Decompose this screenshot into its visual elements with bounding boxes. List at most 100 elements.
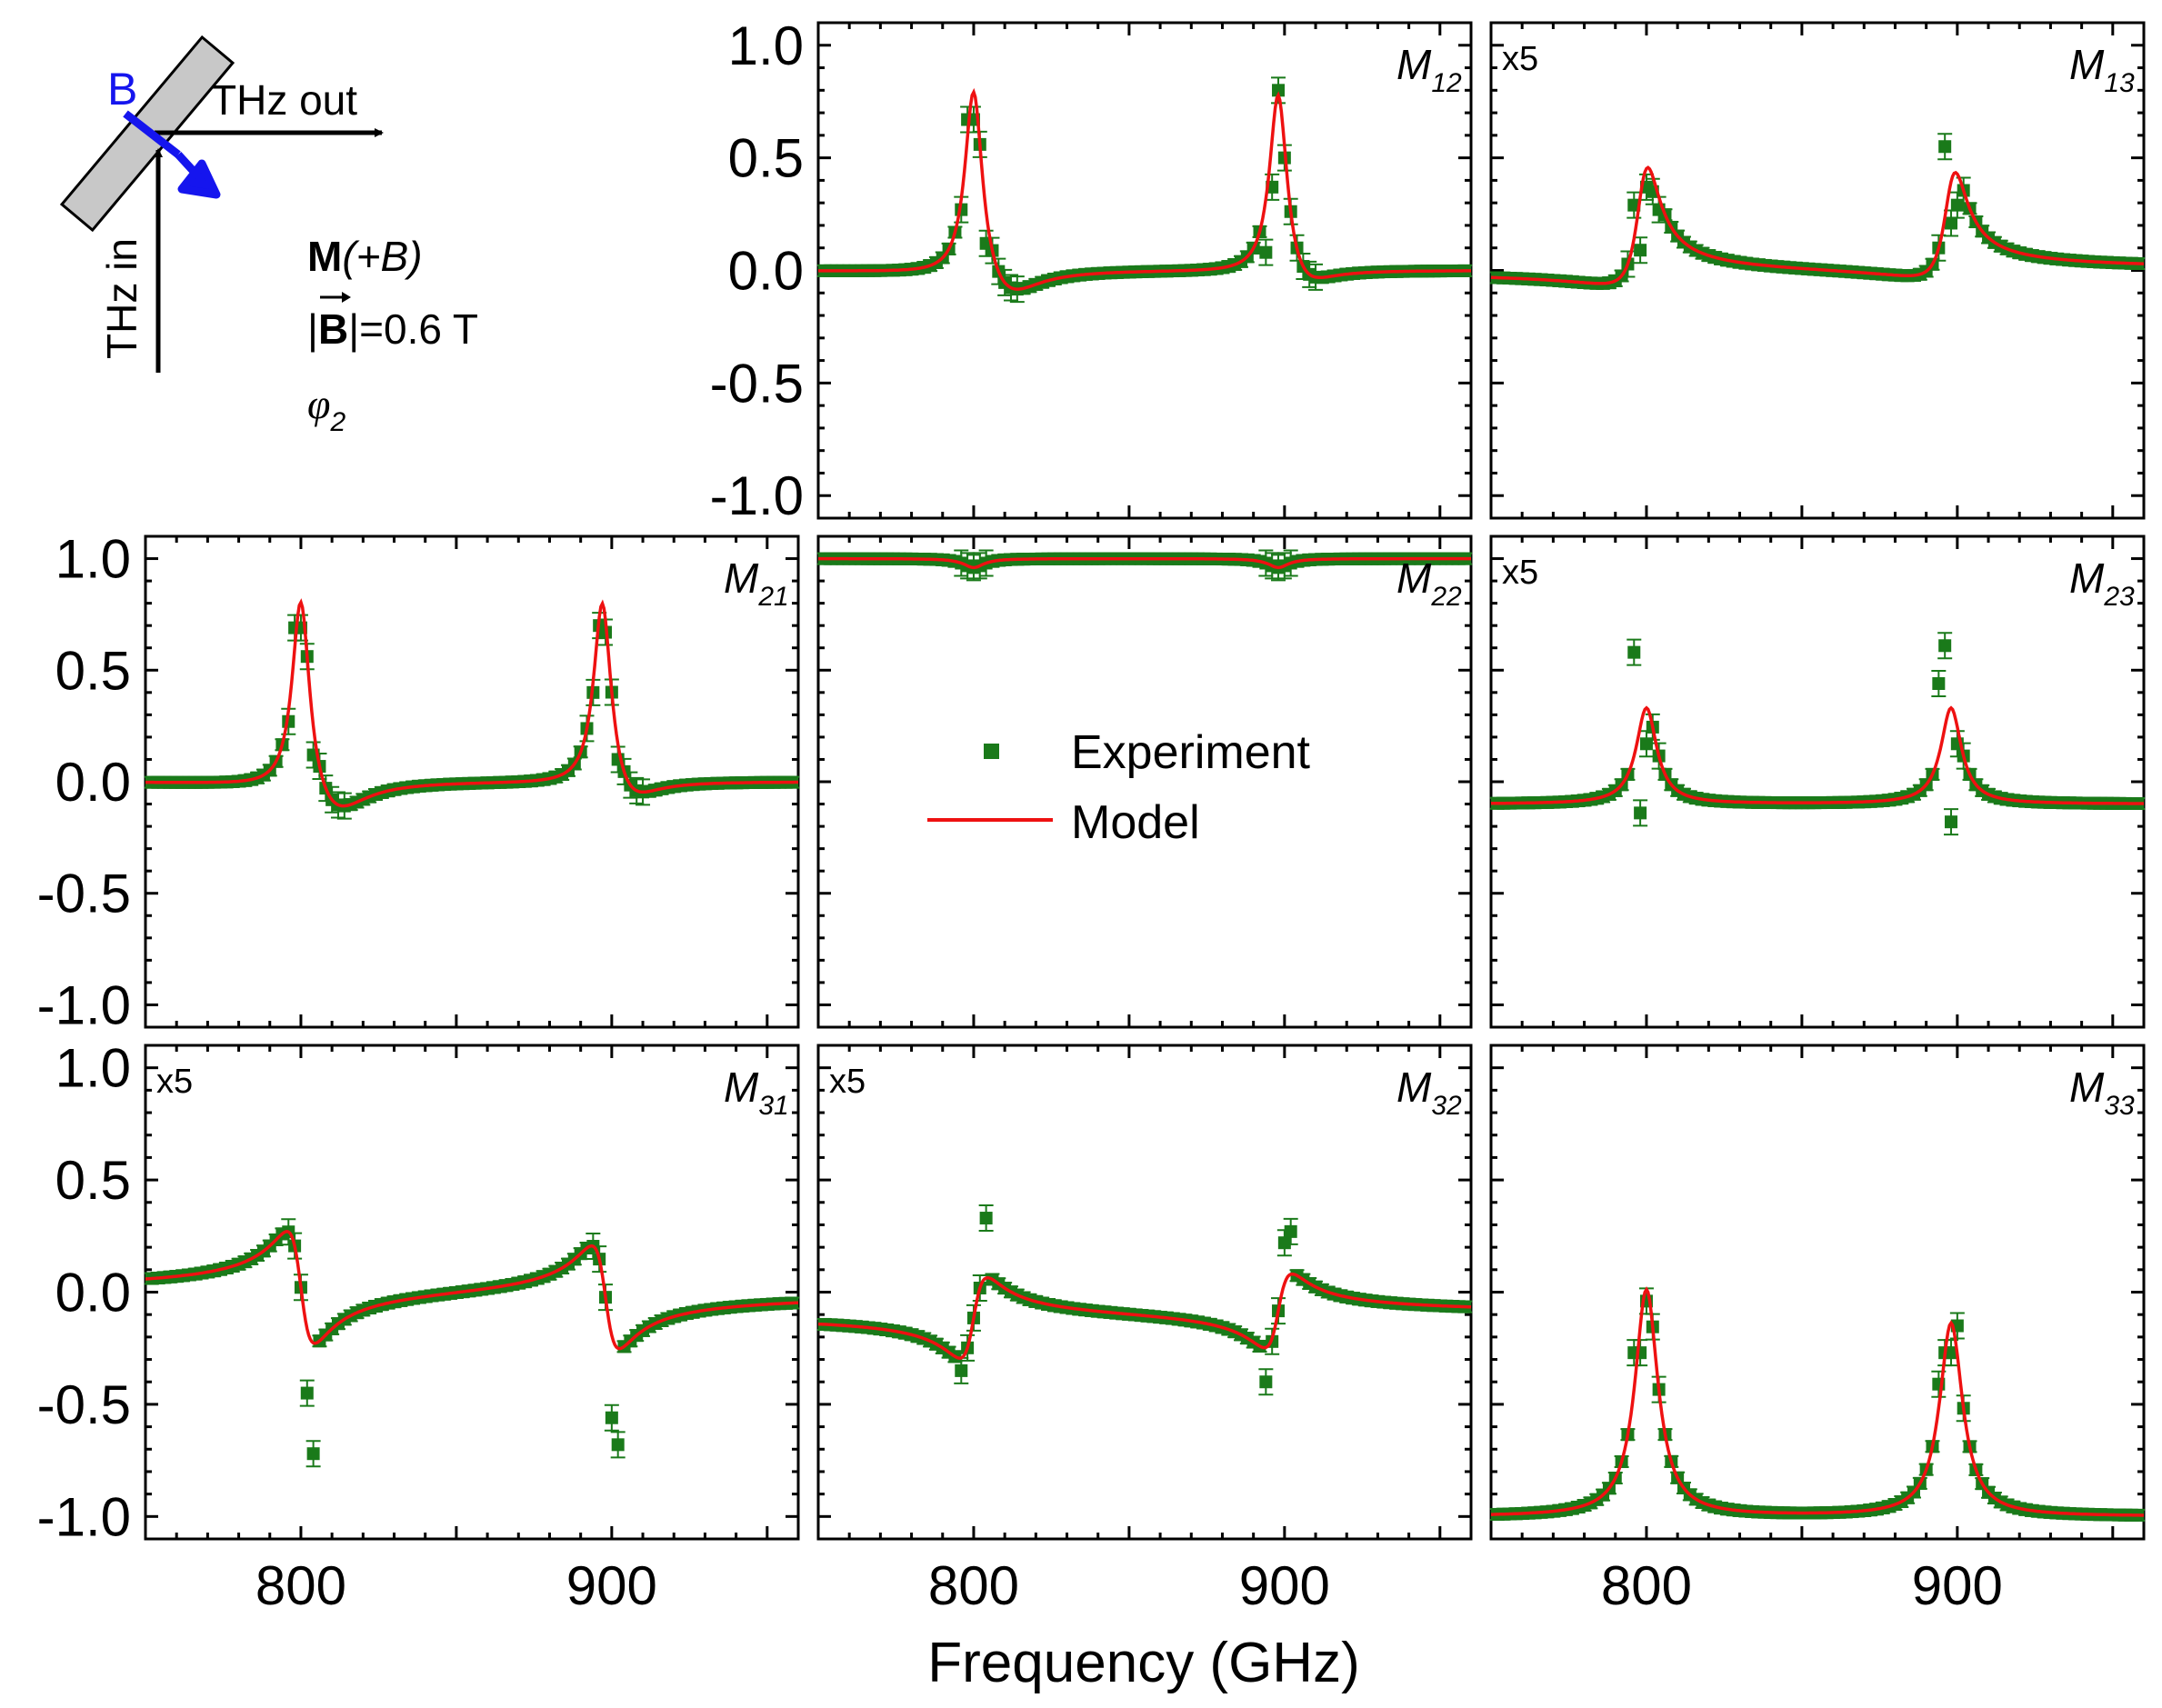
panel-label-subscript: 21 xyxy=(757,582,788,612)
field-vector-arrowhead xyxy=(342,292,351,303)
field-bar-left: | xyxy=(307,305,318,353)
panel-frame xyxy=(816,534,1473,1029)
panel-M23: M23 x5 xyxy=(1489,534,2146,1029)
panel-label-letter: M xyxy=(724,1064,759,1111)
x-tick-label: 900 xyxy=(1239,1555,1330,1616)
phi-label: φ2 xyxy=(307,381,345,437)
panel-label: M13 xyxy=(2069,41,2135,98)
panel-label: M32 xyxy=(1396,1064,1462,1121)
m-bold: M xyxy=(307,233,342,280)
panel-label-letter: M xyxy=(2069,41,2105,88)
schematic: B THz out THz in M(+B) |B|=0.6 T φ2 xyxy=(59,35,478,437)
y-tick-label: 1.0 xyxy=(55,529,131,590)
panel-label: M21 xyxy=(724,554,789,612)
y-tick-label: 1.0 xyxy=(55,1038,131,1099)
panel-label-letter: M xyxy=(1396,1064,1432,1111)
experiment-point xyxy=(1259,1375,1273,1389)
y-tick-label: 0.0 xyxy=(55,1263,131,1323)
experiment-point xyxy=(1259,245,1273,259)
panel-frame xyxy=(1489,1044,2146,1541)
panel-label-letter: M xyxy=(1396,554,1432,602)
m-rest: (+B) xyxy=(342,233,422,280)
scale-factor-label: x5 xyxy=(829,1063,866,1101)
panel-M22: M22 xyxy=(816,534,1473,1029)
y-tick-label: 0.0 xyxy=(55,752,131,813)
panel-label-subscript: 12 xyxy=(1431,68,1462,98)
experiment-point xyxy=(1950,198,1964,212)
legend-model-label: Model xyxy=(1071,796,1200,849)
x-tick-label: 800 xyxy=(255,1555,346,1616)
y-tick-label: 0.5 xyxy=(55,1150,131,1211)
panel-label: M22 xyxy=(1396,554,1462,612)
panel-frame xyxy=(816,1044,1473,1541)
experiment-point xyxy=(1277,1236,1291,1250)
panel-label-subscript: 31 xyxy=(758,1091,788,1121)
panel-frame xyxy=(1489,534,2146,1029)
scale-factor-label: x5 xyxy=(156,1063,193,1101)
b-label: B xyxy=(107,64,137,115)
experiment-point xyxy=(955,1363,968,1377)
field-rest: |=0.6 T xyxy=(348,305,478,353)
experiment-point xyxy=(1634,244,1647,257)
panel-label-subscript: 32 xyxy=(1431,1091,1462,1121)
scale-factor-label: x5 xyxy=(1502,40,1538,78)
panel-M12: 1.0 0.5 0.0 -0.5 -1.0 M12 xyxy=(710,15,1473,526)
panel-label-letter: M xyxy=(2069,1064,2105,1111)
experiment-point xyxy=(1284,1224,1297,1238)
panel-label: M12 xyxy=(1396,41,1462,98)
panel-label-subscript: 23 xyxy=(2103,582,2135,612)
panel-label-letter: M xyxy=(724,554,759,602)
panel-M13: M13 x5 xyxy=(1489,21,2146,520)
thz-out-label: THz out xyxy=(211,76,357,124)
y-tick-label: -1.0 xyxy=(37,1486,131,1547)
y-tick-label: 0.5 xyxy=(55,640,131,701)
experiment-point xyxy=(1945,815,1958,829)
model-curve xyxy=(1491,705,2144,805)
y-tick-label: -0.5 xyxy=(710,353,804,414)
experiment-point xyxy=(1634,806,1647,820)
model-curve xyxy=(1491,165,2145,285)
x-axis-title: Frequency (GHz) xyxy=(927,1632,1359,1694)
panel-M33: 800 900 M33 xyxy=(1489,1044,2146,1616)
experiment-point xyxy=(1945,216,1958,230)
panel-M31: 1.0 0.5 0.0 -0.5 -1.0 800 900 M31 x5 xyxy=(37,1038,800,1616)
x-tick-label: 800 xyxy=(928,1555,1019,1616)
y-tick-label: 1.0 xyxy=(728,15,804,76)
experiment-point xyxy=(300,1386,314,1400)
experiment-point xyxy=(1272,84,1286,97)
model-curve xyxy=(145,1230,798,1351)
experiment-point xyxy=(1627,645,1641,659)
legend: Experiment Model xyxy=(927,726,1311,849)
model-curve xyxy=(817,1272,1472,1360)
experiment-point xyxy=(306,1447,320,1461)
field-arrow-icon xyxy=(175,151,221,199)
y-tick-label: -1.0 xyxy=(37,974,131,1035)
field-direction-bar xyxy=(123,110,181,158)
scale-factor-label: x5 xyxy=(1502,554,1538,592)
y-tick-label: 0.5 xyxy=(728,128,804,189)
y-tick-label: -0.5 xyxy=(37,1374,131,1435)
model-curve xyxy=(1491,1286,2144,1517)
panel-label-letter: M xyxy=(1396,41,1432,88)
y-tick-label: -0.5 xyxy=(37,864,131,924)
panel-label-subscript: 22 xyxy=(1430,582,1462,612)
x-tick-label: 800 xyxy=(1601,1555,1692,1616)
panel-label: M33 xyxy=(2069,1064,2135,1121)
panel-label: M31 xyxy=(724,1064,789,1121)
experiment-point xyxy=(1938,140,1952,154)
experiment-point xyxy=(611,1438,625,1452)
panel-label-subscript: 33 xyxy=(2104,1091,2135,1121)
x-tick-label: 900 xyxy=(1912,1555,2003,1616)
model-curve xyxy=(818,87,1471,291)
legend-experiment-marker xyxy=(984,744,999,759)
panel-label: M23 xyxy=(2069,554,2135,612)
model-curve xyxy=(818,556,1471,570)
panel-label-letter: M xyxy=(2069,554,2105,602)
model-curve xyxy=(145,598,798,808)
experiment-point xyxy=(605,1411,618,1424)
panel-M32: 800 900 M32 x5 xyxy=(816,1044,1473,1616)
field-b: B xyxy=(318,305,348,353)
y-tick-label: 0.0 xyxy=(728,241,804,302)
